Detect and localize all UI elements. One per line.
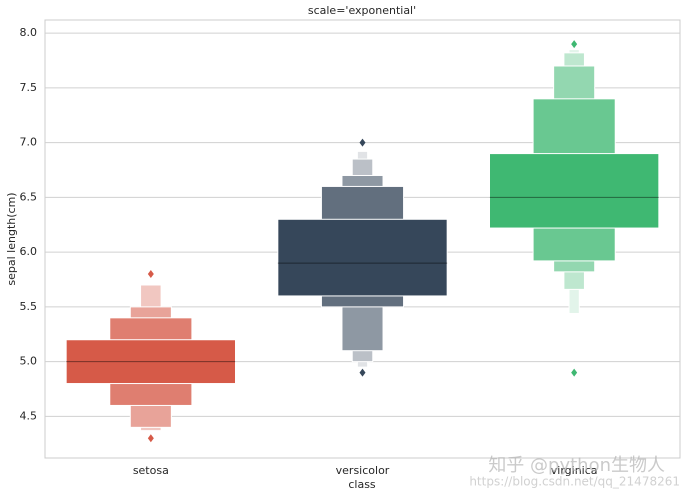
letter-value-box: [65, 339, 236, 385]
y-axis-label: sepal length(cm): [5, 192, 18, 285]
outlier: [571, 368, 578, 377]
y-tick-label: 5.0: [20, 355, 38, 368]
plot-frame: [44, 19, 681, 459]
x-tick-label: virginica: [551, 464, 598, 477]
chart-title: scale='exponential': [308, 4, 416, 17]
outlier: [571, 40, 578, 49]
letter-value-box: [489, 153, 660, 229]
x-tick-label: versicolor: [336, 464, 390, 477]
y-tick-label: 8.0: [20, 26, 38, 39]
letter-value-box: [277, 218, 448, 297]
outlier: [147, 434, 154, 443]
y-tick-label: 6.0: [20, 245, 38, 258]
x-axis-label: class: [348, 478, 376, 491]
outlier: [147, 270, 154, 279]
outlier: [359, 368, 366, 377]
y-tick-label: 6.5: [20, 190, 38, 203]
y-tick-label: 7.0: [20, 136, 38, 149]
y-tick-label: 5.5: [20, 300, 38, 313]
outlier: [359, 138, 366, 147]
watermark: 知乎 @python生物人: [488, 455, 665, 476]
y-tick-label: 7.5: [20, 81, 38, 94]
y-tick-label: 4.5: [20, 409, 38, 422]
x-tick-label: setosa: [133, 464, 169, 477]
watermark-url: https://blog.csdn.net/qq_21478261: [469, 475, 680, 489]
